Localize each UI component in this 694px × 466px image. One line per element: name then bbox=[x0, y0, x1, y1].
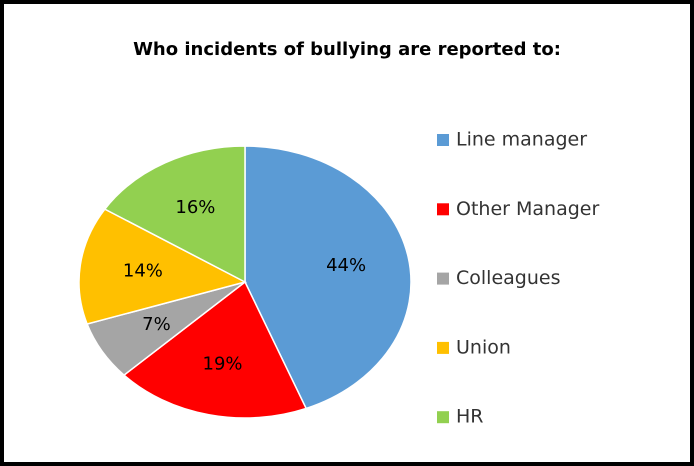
data-label: 7% bbox=[142, 314, 171, 335]
pie-slice bbox=[78, 208, 248, 325]
data-label: 16% bbox=[175, 197, 215, 218]
legend-label: HR bbox=[456, 406, 484, 428]
data-label: 19% bbox=[203, 353, 243, 374]
pie-slice bbox=[244, 145, 412, 410]
pie-slice bbox=[103, 145, 246, 284]
legend-swatch bbox=[437, 203, 449, 216]
legend-swatch bbox=[437, 341, 449, 354]
pie-slice bbox=[122, 280, 308, 419]
legend-label: Other Manager bbox=[456, 198, 599, 220]
data-label: 44% bbox=[326, 255, 366, 276]
data-label: 14% bbox=[123, 260, 163, 281]
legend-label: Colleagues bbox=[456, 267, 560, 289]
legend-swatch bbox=[437, 411, 449, 424]
chart-title: Who incidents of bullying are reported t… bbox=[133, 39, 561, 60]
legend-label: Union bbox=[456, 336, 511, 358]
legend-label: Line manager bbox=[456, 129, 587, 151]
legend-swatch bbox=[437, 272, 449, 285]
legend-swatch bbox=[437, 134, 449, 146]
